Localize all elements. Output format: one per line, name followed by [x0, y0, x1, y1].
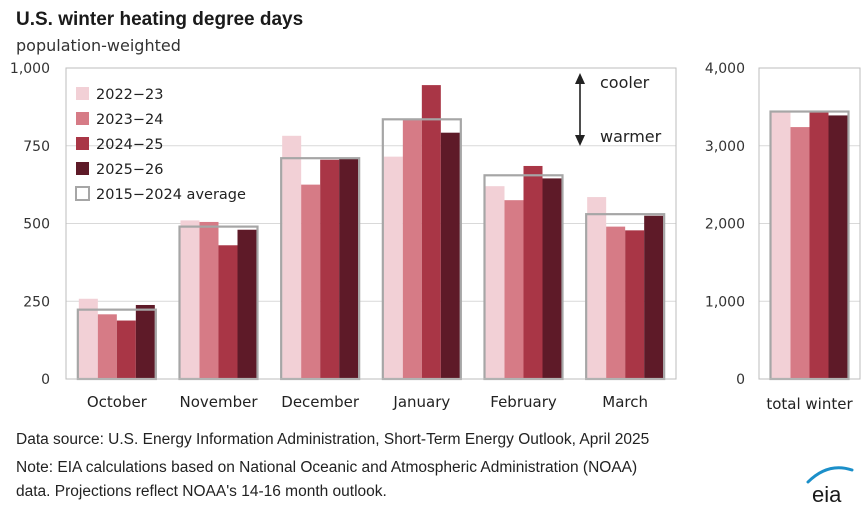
chart-title: U.S. winter heating degree days [16, 9, 303, 30]
bar-february-1 [504, 200, 524, 379]
bar-january-1 [402, 119, 422, 379]
left-plot-frame [65, 67, 677, 380]
legend-swatch [76, 87, 89, 100]
legend-label: 2024−25 [96, 137, 164, 153]
right-bars [769, 110, 850, 381]
arrow-up-icon [575, 73, 585, 84]
bar-december-2 [320, 159, 340, 379]
chart-subtitle: population-weighted [16, 36, 181, 55]
legend-swatch [76, 112, 89, 125]
right-plot-frame [758, 67, 861, 380]
category-label: January [392, 393, 450, 411]
left-y-tick-label: 1,000 [10, 61, 50, 77]
bar-total-winter-2 [809, 112, 829, 379]
bar-january-0 [383, 156, 403, 379]
bar-march-1 [606, 226, 626, 379]
eia-logo: eia [806, 466, 854, 507]
left-y-tick-label: 250 [23, 294, 50, 310]
bar-october-3 [135, 304, 155, 379]
source-note: Data source: U.S. Energy Information Adm… [16, 431, 649, 448]
bar-march-0 [587, 197, 607, 379]
bar-november-1 [199, 221, 219, 379]
right-y-tick-label: 1,000 [705, 294, 745, 310]
legend-label: 2015−2024 average [96, 187, 246, 203]
bar-october-0 [78, 298, 98, 379]
left-y-tick-label: 500 [23, 217, 50, 233]
legend-label: 2023−24 [96, 112, 164, 128]
category-label: October [87, 393, 148, 411]
eia-logo-swoosh-icon [806, 466, 854, 484]
bar-total-winter-1 [790, 127, 810, 379]
direction-annotation: cooler warmer [575, 73, 662, 146]
bar-january-2 [421, 85, 441, 379]
right-y-axis: 0 1,000 2,000 3,000 4,000 [705, 61, 745, 388]
bar-october-1 [97, 314, 117, 379]
left-y-tick-label: 750 [23, 139, 50, 155]
category-label: February [490, 393, 557, 411]
bar-december-3 [339, 158, 359, 379]
left-y-axis: 0 250 500 750 1,000 [10, 61, 50, 388]
right-y-tick-label: 2,000 [705, 217, 745, 233]
left-gridlines [66, 145, 676, 302]
category-label: March [602, 393, 648, 411]
right-y-tick-label: 3,000 [705, 139, 745, 155]
bar-november-3 [237, 229, 257, 379]
left-bars [76, 85, 666, 381]
bar-total-winter-3 [828, 115, 848, 380]
legend-swatch [76, 162, 89, 175]
bar-october-2 [116, 320, 136, 379]
note-line-2: data. Projections reflect NOAA's 14-16 m… [16, 483, 387, 500]
bar-february-0 [485, 186, 505, 379]
bar-february-3 [542, 178, 562, 379]
category-labels: October November December January February Ma… [87, 393, 854, 413]
bar-november-0 [180, 220, 200, 379]
bar-january-3 [440, 132, 460, 379]
legend: 2022−23 2023−24 2024−25 2025−26 2015−2024 av… [75, 87, 246, 203]
bar-march-2 [625, 230, 645, 379]
note-line-1: Note: EIA calculations based on National… [16, 459, 637, 476]
legend-swatch [75, 186, 90, 201]
category-label: November [179, 393, 258, 411]
arrow-down-icon [575, 135, 585, 146]
right-y-tick-label: 0 [736, 372, 745, 388]
category-label: December [281, 393, 360, 411]
warmer-label: warmer [600, 127, 662, 146]
legend-label: 2025−26 [96, 162, 164, 178]
right-y-tick-label: 4,000 [705, 61, 745, 77]
bar-march-3 [644, 215, 664, 379]
bar-december-0 [282, 135, 302, 379]
category-label-total-winter: total winter [766, 395, 853, 413]
eia-logo-text: eia [812, 482, 842, 507]
bar-november-2 [218, 245, 238, 379]
legend-label: 2022−23 [96, 87, 164, 103]
bar-total-winter-0 [771, 110, 791, 379]
left-y-tick-label: 0 [41, 372, 50, 388]
bar-february-2 [523, 165, 543, 379]
bar-december-1 [301, 184, 321, 379]
cooler-label: cooler [600, 73, 650, 92]
legend-swatch [76, 137, 89, 150]
